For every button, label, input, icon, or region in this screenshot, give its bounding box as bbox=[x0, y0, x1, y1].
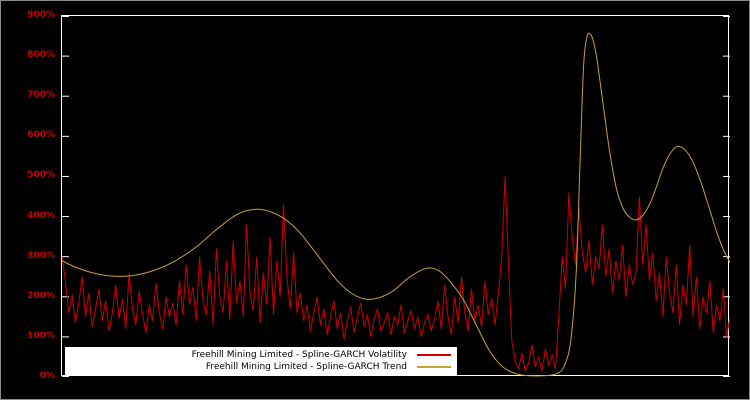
legend-line-sample-volatility bbox=[417, 354, 451, 356]
y-axis-tick-label: 400% bbox=[27, 210, 55, 221]
y-axis-tick-label: 100% bbox=[27, 330, 55, 341]
legend-label-trend: Freehill Mining Limited - Spline-GARCH T… bbox=[205, 362, 407, 372]
axis-tick-marks bbox=[62, 16, 730, 377]
y-axis-tick-label: 700% bbox=[27, 90, 55, 101]
y-axis-tick-label: 300% bbox=[27, 250, 55, 261]
volatility-line bbox=[62, 176, 730, 373]
plot-area bbox=[61, 15, 730, 377]
y-axis-tick-label: 500% bbox=[27, 170, 55, 181]
legend-item-volatility: Freehill Mining Limited - Spline-GARCH V… bbox=[71, 349, 451, 361]
y-axis-tick-label: 200% bbox=[27, 290, 55, 301]
legend-line-sample-trend bbox=[417, 366, 451, 368]
y-axis-tick-label: 0% bbox=[39, 371, 55, 381]
y-axis-tick-label: 800% bbox=[27, 50, 55, 61]
legend-item-trend: Freehill Mining Limited - Spline-GARCH T… bbox=[71, 361, 451, 373]
chart-canvas bbox=[62, 16, 730, 377]
trend-line bbox=[62, 32, 730, 377]
legend: Freehill Mining Limited - Spline-GARCH V… bbox=[65, 347, 457, 375]
y-axis-tick-label: 600% bbox=[27, 130, 55, 141]
y-axis-tick-label: 900% bbox=[27, 10, 55, 20]
legend-label-volatility: Freehill Mining Limited - Spline-GARCH V… bbox=[191, 350, 407, 360]
